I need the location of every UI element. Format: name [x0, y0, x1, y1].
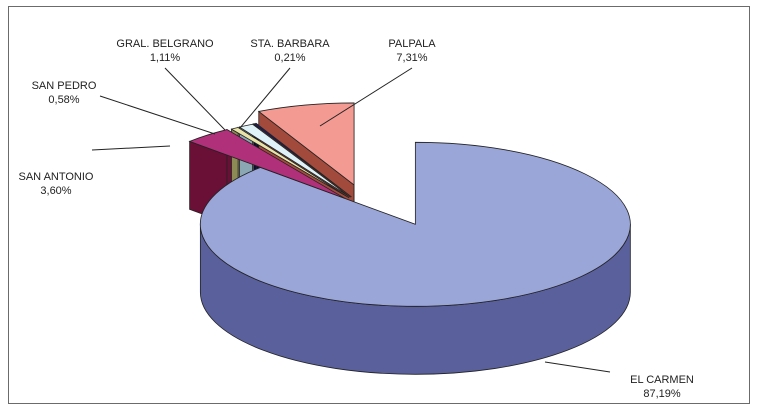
slice-value-san-antonio: 3,60%: [40, 185, 71, 197]
leader-line-palpala: [319, 67, 413, 127]
slice-top-palpala: [257, 102, 355, 186]
slice-top-gral-belgrano: [238, 123, 351, 198]
slice-value-palpala: 7,31%: [396, 52, 427, 64]
label-gral-belgrano: GRAL. BELGRANO 1,11%: [116, 38, 214, 64]
label-el-carmen: EL CARMEN 87,19%: [630, 374, 694, 400]
slice-value-gral-belgrano: 1,11%: [150, 52, 181, 64]
slice-value-el-carmen: 87,19%: [643, 388, 681, 400]
slice-value-san-pedro: 0,58%: [48, 94, 79, 106]
slice-top-el-carmen: [200, 141, 631, 307]
label-palpala: PALPALA 7,31%: [388, 38, 436, 64]
leader-lines: [91, 67, 611, 373]
label-sta-barbara: STA. BARBARA 0,21%: [250, 38, 330, 64]
slice-top-san-pedro: [230, 127, 350, 199]
label-san-antonio: SAN ANTONIO 3,60%: [19, 171, 94, 197]
label-san-pedro: SAN PEDRO 0,58%: [32, 80, 97, 106]
pie-tops: [188, 102, 631, 307]
leader-line-sta-barbara: [239, 67, 291, 129]
slice-top-sta-barbara: [252, 122, 352, 198]
leader-line-san-pedro: [99, 95, 216, 135]
slice-name-sta-barbara: STA. BARBARA: [250, 38, 330, 50]
leader-line-gral-belgrano: [164, 67, 226, 131]
leader-line-el-carmen: [544, 361, 611, 373]
slice-name-palpala: PALPALA: [388, 38, 436, 50]
slice-name-gral-belgrano: GRAL. BELGRANO: [116, 38, 214, 50]
slice-name-san-pedro: SAN PEDRO: [32, 80, 97, 92]
slice-value-sta-barbara: 0,21%: [274, 52, 305, 64]
slice-name-san-antonio: SAN ANTONIO: [19, 171, 94, 183]
leader-line-san-antonio: [91, 145, 171, 151]
slice-top-san-antonio: [188, 129, 345, 199]
slice-name-el-carmen: EL CARMEN: [630, 374, 694, 386]
